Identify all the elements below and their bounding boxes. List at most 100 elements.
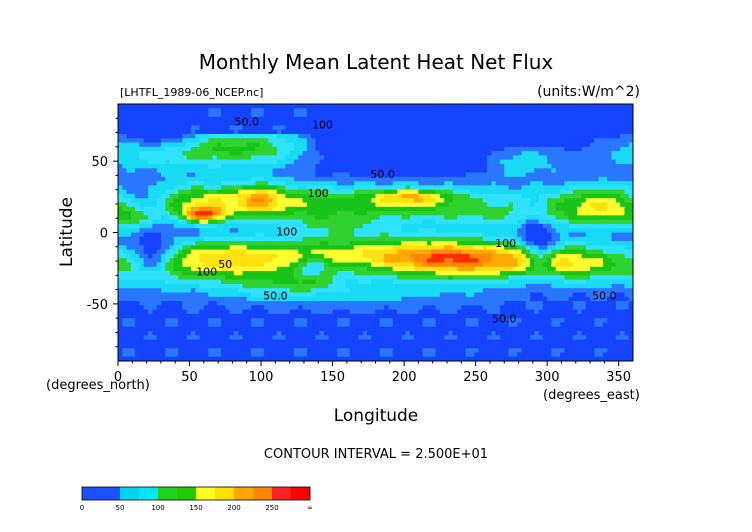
field-cell xyxy=(371,206,376,212)
field-cell xyxy=(401,241,406,246)
field-cell xyxy=(354,236,359,242)
field-cell xyxy=(401,193,406,199)
field-cell xyxy=(499,245,505,251)
field-cell xyxy=(521,223,527,229)
field-cell xyxy=(242,189,248,195)
field-cell xyxy=(375,253,381,259)
field-cell xyxy=(216,236,222,242)
field-cell xyxy=(195,116,200,122)
field-cell xyxy=(469,189,475,195)
field-cell xyxy=(538,219,544,225)
field-cell xyxy=(212,172,218,178)
field-cell xyxy=(487,133,492,139)
field-cell xyxy=(384,223,389,229)
field-cell xyxy=(349,155,355,161)
field-cell xyxy=(126,275,132,281)
field-cell xyxy=(229,223,235,229)
field-cell xyxy=(435,146,441,152)
field-cell xyxy=(366,176,372,182)
field-cell xyxy=(525,108,531,113)
field-cell xyxy=(585,189,591,195)
field-cell xyxy=(293,215,299,221)
field-cell xyxy=(474,116,479,122)
field-cell xyxy=(594,133,600,139)
field-cell xyxy=(405,108,411,113)
field-cell xyxy=(311,211,316,216)
field-cell xyxy=(482,206,488,212)
field-cell xyxy=(208,279,213,285)
field-cell xyxy=(165,266,170,272)
field-cell xyxy=(598,172,604,178)
field-cell xyxy=(272,163,278,169)
field-cell xyxy=(457,116,462,122)
field-cell xyxy=(190,279,196,285)
field-cell xyxy=(414,253,419,259)
field-cell xyxy=(362,168,368,173)
field-cell xyxy=(199,172,205,178)
field-cell xyxy=(478,142,484,148)
field-cell xyxy=(396,138,402,143)
field-cell xyxy=(396,172,402,178)
field-cell xyxy=(165,129,170,135)
field-cell xyxy=(405,223,411,229)
field-cell xyxy=(190,258,196,263)
field-cell xyxy=(195,133,200,139)
field-cell xyxy=(418,228,424,233)
field-cell xyxy=(624,219,630,225)
field-cell xyxy=(396,181,402,186)
field-cell xyxy=(118,146,123,152)
field-cell xyxy=(341,198,346,203)
field-cell xyxy=(418,125,424,131)
field-cell xyxy=(178,151,183,156)
field-cell xyxy=(298,241,303,246)
field-cell xyxy=(461,112,467,118)
field-cell xyxy=(341,108,346,113)
field-cell xyxy=(615,236,621,242)
field-cell xyxy=(173,219,179,225)
field-cell xyxy=(577,159,582,165)
field-cell xyxy=(508,181,514,186)
field-cell xyxy=(203,228,209,233)
field-cell xyxy=(499,266,505,272)
field-cell xyxy=(122,163,127,169)
field-cell xyxy=(379,189,385,195)
field-cell xyxy=(199,206,205,212)
field-cell xyxy=(555,104,561,109)
field-cell xyxy=(143,159,149,165)
units-label: (units:W/m^2) xyxy=(537,84,640,100)
field-cell xyxy=(345,151,351,156)
field-cell xyxy=(259,108,265,113)
field-cell xyxy=(349,271,355,276)
field-cell xyxy=(371,133,376,139)
field-cell xyxy=(328,163,333,169)
field-cell xyxy=(551,133,557,139)
field-cell xyxy=(169,168,175,173)
field-cell xyxy=(521,108,527,113)
field-cell xyxy=(379,163,385,169)
field-cell xyxy=(366,202,372,208)
field-cell xyxy=(152,279,158,285)
field-cell xyxy=(246,129,252,135)
field-cell xyxy=(491,112,497,118)
field-cell xyxy=(598,159,604,165)
field-cell xyxy=(392,236,398,242)
field-cell xyxy=(577,198,582,203)
field-cell xyxy=(564,262,570,268)
field-cell xyxy=(611,206,617,212)
field-cell xyxy=(186,168,192,173)
field-cell xyxy=(555,253,561,259)
field-cell xyxy=(585,138,591,143)
field-cell xyxy=(221,232,226,238)
field-cell xyxy=(555,163,561,169)
field-cell xyxy=(345,211,351,216)
field-cell xyxy=(118,163,123,169)
field-cell xyxy=(452,245,458,251)
field-cell xyxy=(452,176,458,182)
field-cell xyxy=(208,104,213,109)
field-cell xyxy=(315,241,321,246)
field-cell xyxy=(461,163,467,169)
field-cell xyxy=(512,163,518,169)
field-cell xyxy=(293,155,299,161)
field-cell xyxy=(542,172,548,178)
field-cell xyxy=(564,155,570,161)
